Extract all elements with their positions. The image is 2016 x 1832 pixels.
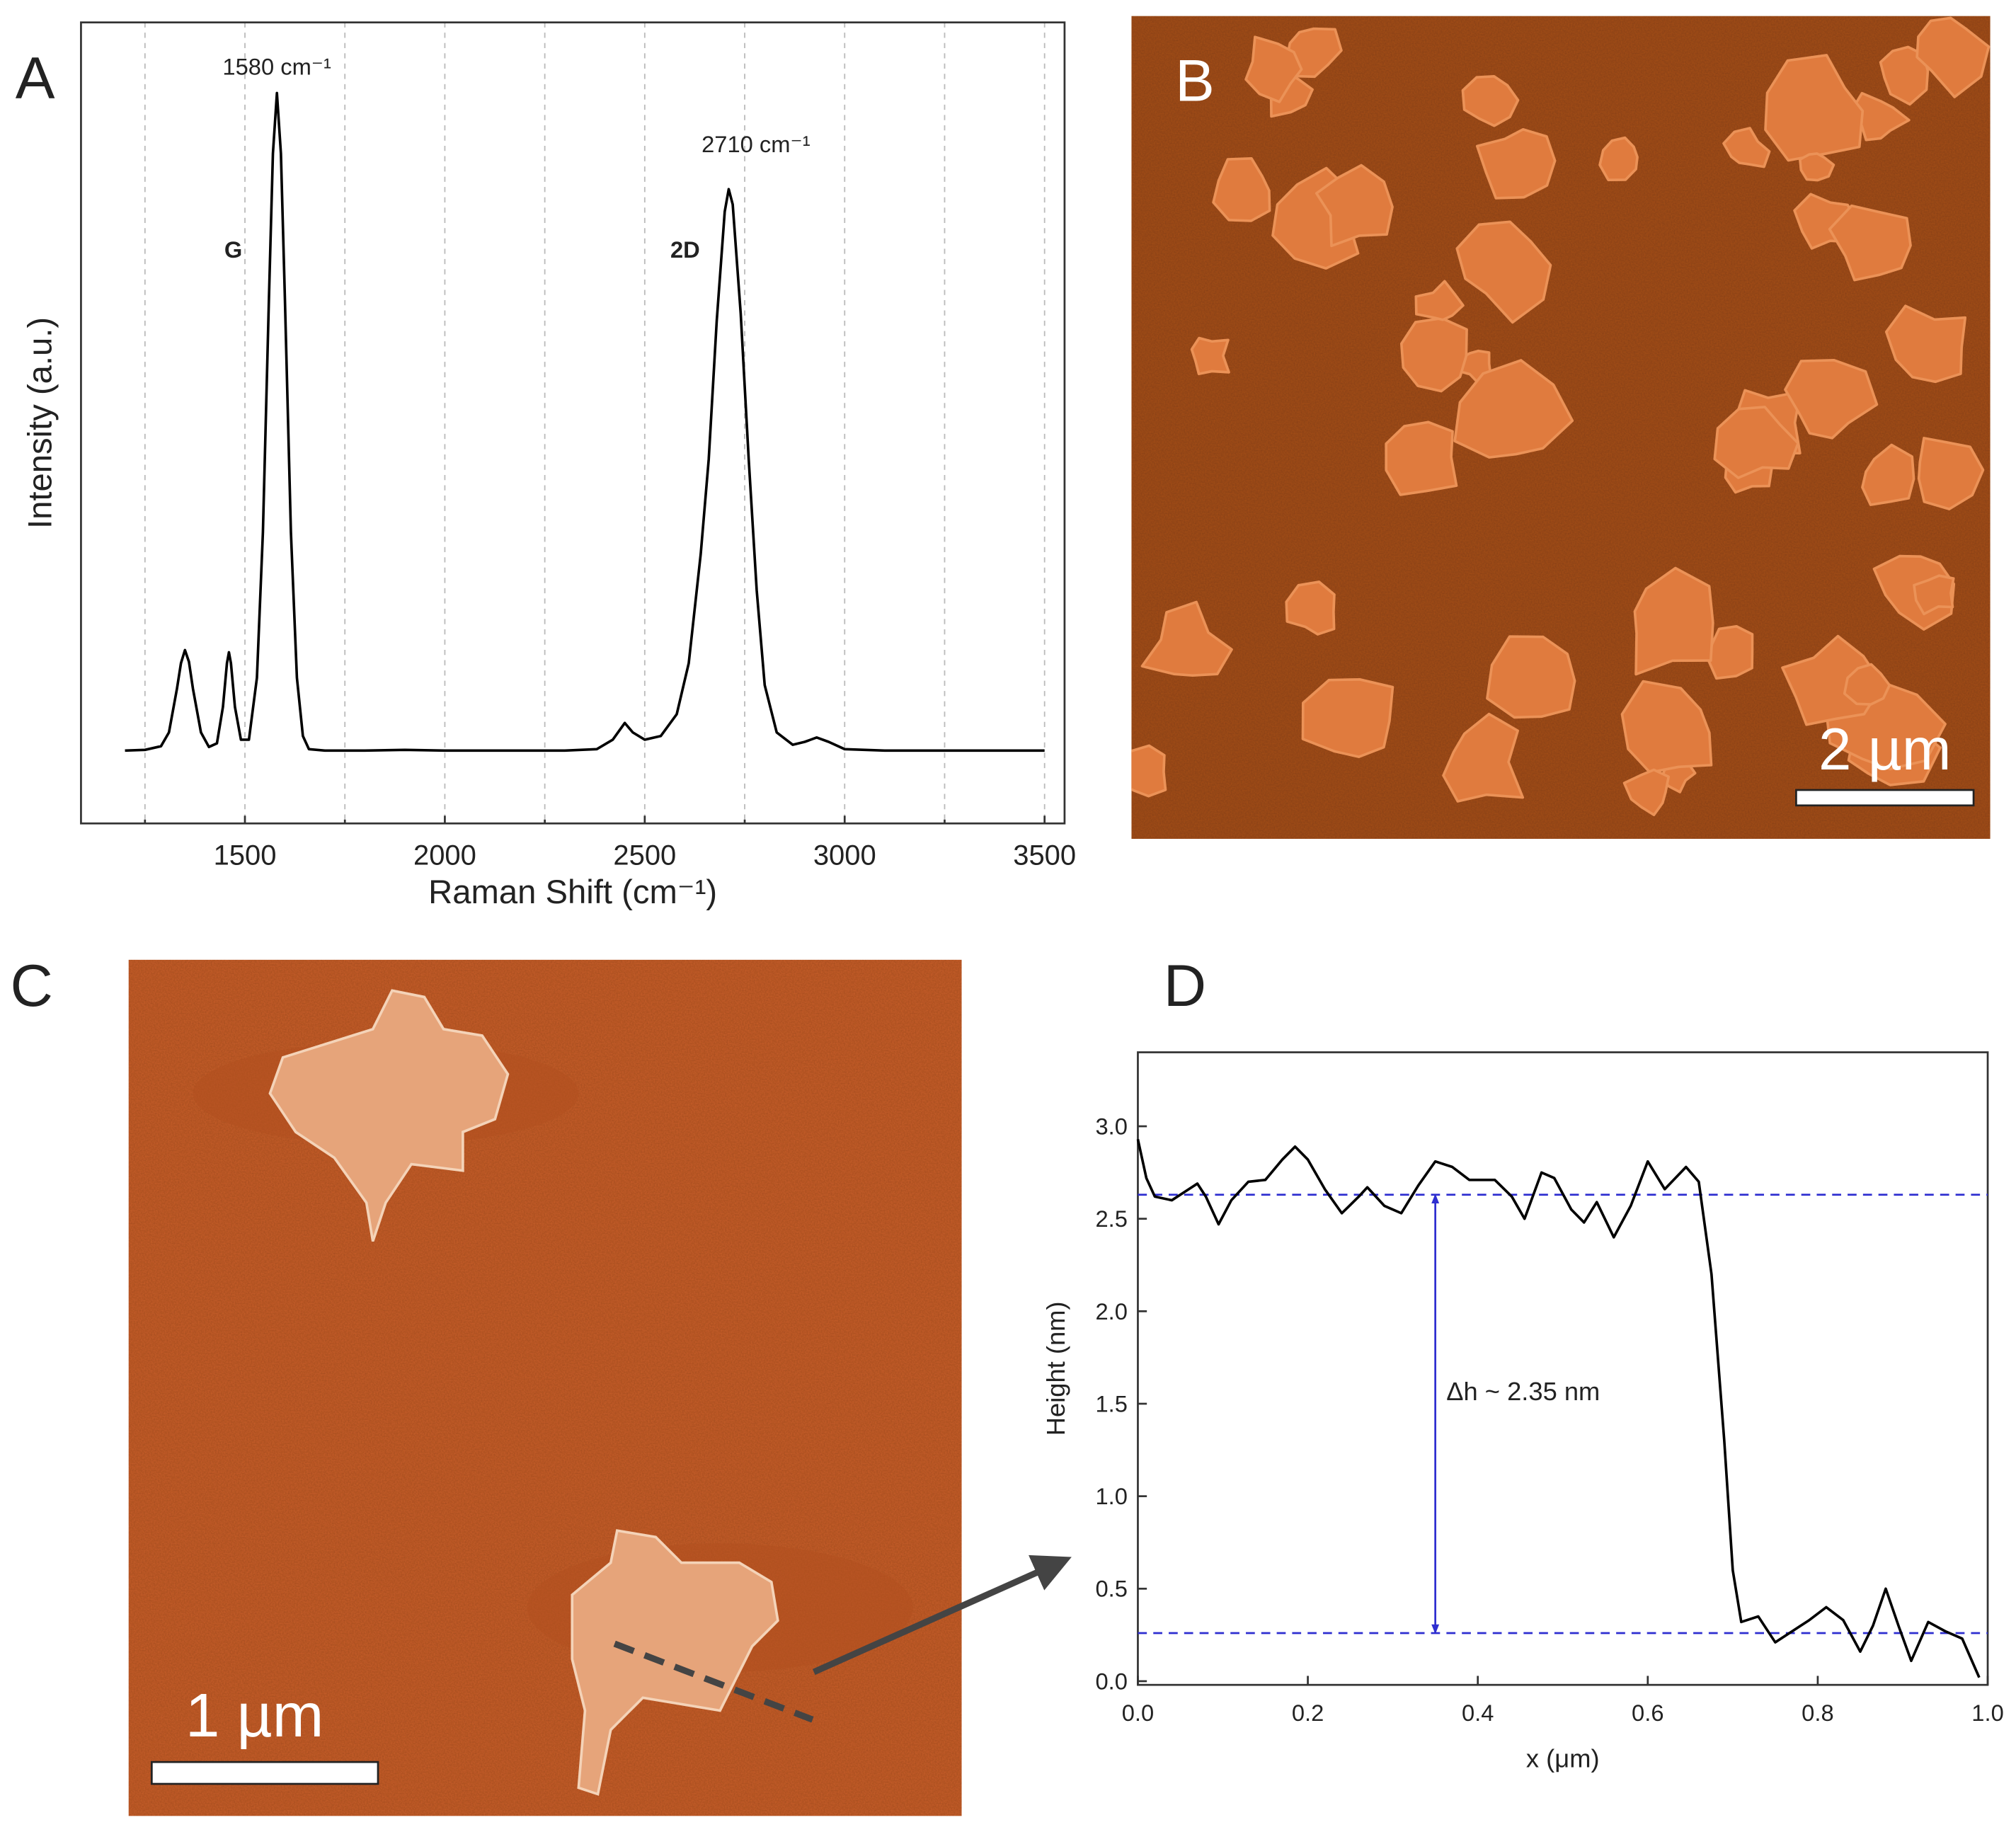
- annotation: G: [224, 236, 242, 263]
- flake: [1131, 744, 1167, 798]
- flake: [268, 989, 510, 1242]
- flake: [1861, 443, 1915, 506]
- flake: [1843, 663, 1891, 706]
- x-tick-label: 2000: [413, 840, 476, 871]
- scale-bar: [1795, 789, 1975, 807]
- flake: [571, 1529, 779, 1796]
- flake: [1622, 768, 1671, 817]
- flake: [1244, 35, 1303, 103]
- flake: [1385, 420, 1458, 496]
- flake: [1414, 280, 1465, 321]
- flake: [1884, 304, 1967, 384]
- flake: [1140, 600, 1233, 677]
- x-axis-label: x (μm): [1526, 1744, 1600, 1773]
- data-line: [1136, 1138, 1981, 1678]
- y-tick-label: 3.0: [1095, 1113, 1127, 1139]
- plot-frame: [1137, 1051, 1989, 1686]
- x-tick-label: 0.6: [1632, 1700, 1663, 1726]
- flake: [1799, 152, 1835, 182]
- data-line: [125, 91, 1045, 752]
- flake: [1285, 580, 1336, 636]
- annotation: Δh ~ 2.35 nm: [1446, 1377, 1600, 1406]
- pointer-arrow: [812, 1555, 1072, 1676]
- flake: [1764, 54, 1865, 162]
- flake: [1399, 316, 1468, 393]
- x-tick-label: 1.0: [1971, 1700, 2003, 1726]
- y-tick-label: 1.0: [1095, 1483, 1127, 1509]
- x-tick-label: 0.4: [1462, 1700, 1494, 1726]
- flake: [1913, 574, 1955, 616]
- scale-bar-label: 1 µm: [185, 1681, 324, 1750]
- x-tick-label: 3500: [1013, 840, 1076, 871]
- afm-image-b: [1131, 16, 1991, 840]
- flake: [1453, 359, 1574, 459]
- annotation: 2D: [670, 236, 700, 263]
- flake: [1879, 45, 1930, 106]
- flake: [1784, 358, 1879, 440]
- scale-bar-label: 2 µm: [1819, 716, 1951, 782]
- afm-image-c: [128, 959, 962, 1816]
- y-axis-label: Height (nm): [1041, 1302, 1070, 1436]
- flake: [1722, 127, 1771, 168]
- flake: [1598, 136, 1639, 181]
- x-tick-label: 0.2: [1292, 1700, 1324, 1726]
- annotation: 2710 cm⁻¹: [701, 131, 811, 157]
- flake: [1475, 127, 1557, 200]
- x-tick-label: 0.0: [1122, 1700, 1154, 1726]
- panel-label: A: [16, 45, 55, 111]
- flake: [1301, 677, 1394, 758]
- flake: [1461, 74, 1520, 127]
- flake: [1455, 220, 1552, 324]
- panel-label: B: [1175, 47, 1215, 113]
- scale-bar: [150, 1761, 379, 1785]
- x-tick-label: 0.8: [1802, 1700, 1833, 1726]
- panel-label: C: [11, 952, 53, 1019]
- flake: [1915, 16, 1991, 98]
- flake: [1713, 406, 1799, 479]
- x-tick-label: 1500: [214, 840, 277, 871]
- flake: [1828, 204, 1912, 282]
- flake: [1442, 712, 1525, 803]
- y-tick-label: 0.0: [1095, 1668, 1127, 1694]
- y-axis-label: Intensity (a.u.): [22, 317, 59, 529]
- flake: [1190, 336, 1230, 376]
- flake: [1212, 157, 1271, 222]
- y-tick-label: 1.5: [1095, 1390, 1127, 1416]
- panel-label: D: [1164, 952, 1206, 1019]
- y-tick-label: 2.5: [1095, 1206, 1127, 1232]
- flake: [1315, 164, 1394, 248]
- x-tick-label: 2500: [613, 840, 676, 871]
- annotation: 1580 cm⁻¹: [222, 54, 331, 80]
- plot-frame: [80, 21, 1066, 825]
- y-tick-label: 2.0: [1095, 1298, 1127, 1324]
- profile-line: [613, 1640, 814, 1723]
- flake: [1633, 566, 1714, 676]
- flake: [1620, 680, 1713, 774]
- flake: [1917, 437, 1985, 510]
- y-tick-label: 0.5: [1095, 1576, 1127, 1602]
- flake: [1486, 635, 1576, 719]
- x-axis-label: Raman Shift (cm⁻¹): [428, 874, 717, 911]
- x-tick-label: 3000: [813, 840, 876, 871]
